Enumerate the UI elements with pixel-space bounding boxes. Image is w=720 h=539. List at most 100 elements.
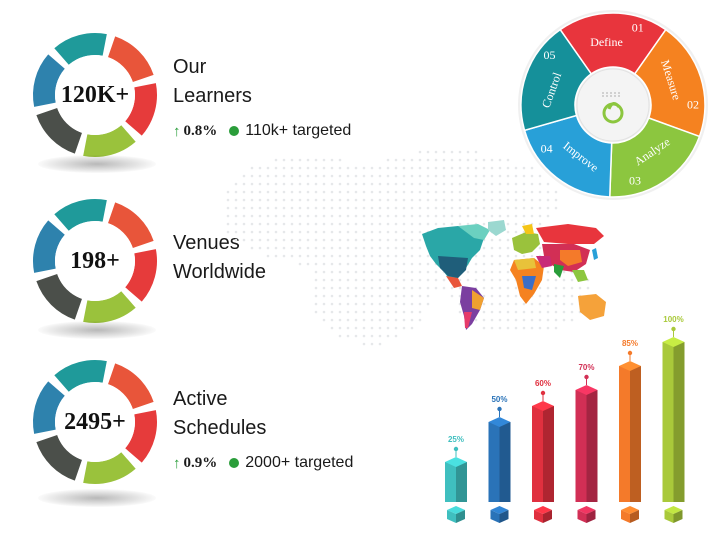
background-dot [258, 190, 262, 194]
background-dot [402, 278, 406, 282]
background-dot [466, 222, 470, 226]
background-dot [498, 278, 502, 282]
background-dot [274, 198, 278, 202]
background-dot [426, 206, 430, 210]
background-dot [570, 310, 574, 314]
bar-data-label: 50% [491, 395, 507, 404]
background-dot [458, 206, 462, 210]
background-dot [394, 278, 398, 282]
background-dot [586, 286, 590, 290]
background-dot [314, 166, 318, 170]
venues-ring: 198+ [30, 196, 160, 326]
background-dot [282, 166, 286, 170]
background-dot [442, 158, 446, 162]
background-dot [378, 190, 382, 194]
background-dot [242, 230, 246, 234]
background-dot [370, 214, 374, 218]
logo-dot [610, 95, 612, 97]
background-dot [458, 158, 462, 162]
background-dot [362, 270, 366, 274]
background-dot [546, 286, 550, 290]
background-dot [482, 174, 486, 178]
background-dot [354, 310, 358, 314]
background-dot [514, 182, 518, 186]
background-dot [370, 230, 374, 234]
background-dot [450, 174, 454, 178]
background-dot [274, 254, 278, 258]
background-dot [426, 214, 430, 218]
background-dot [514, 310, 518, 314]
background-dot [490, 182, 494, 186]
background-dot [410, 278, 414, 282]
map-argentina [464, 312, 472, 328]
ring-shadow [38, 155, 156, 173]
background-dot [386, 174, 390, 178]
background-dot [418, 182, 422, 186]
background-dot [450, 286, 454, 290]
background-dot [338, 166, 342, 170]
background-dot [498, 182, 502, 186]
background-dot [418, 222, 422, 226]
background-dot [378, 206, 382, 210]
background-dot [226, 190, 230, 194]
wheel-segment-define [559, 12, 667, 75]
background-dot [290, 246, 294, 250]
ring-segment [36, 274, 82, 320]
background-dot [306, 190, 310, 194]
background-dot [258, 198, 262, 202]
background-dot [386, 270, 390, 274]
background-dot [330, 262, 334, 266]
background-dot [418, 294, 422, 298]
background-dot [370, 166, 374, 170]
background-dot [370, 262, 374, 266]
background-dot [330, 278, 334, 282]
background-dot [482, 326, 486, 330]
background-dot [490, 254, 494, 258]
background-dot [362, 318, 366, 322]
background-dot [258, 166, 262, 170]
green-dot-icon [229, 458, 240, 468]
background-dot [266, 198, 270, 202]
background-dot [434, 190, 438, 194]
background-dot [234, 222, 238, 226]
bar-top [575, 385, 598, 395]
background-dot [498, 310, 502, 314]
bar-front-left [445, 462, 456, 502]
background-dot [394, 190, 398, 194]
background-dot [394, 310, 398, 314]
background-dot [370, 174, 374, 178]
background-dot [410, 254, 414, 258]
background-dot [514, 174, 518, 178]
background-dot [290, 214, 294, 218]
background-dot [330, 238, 334, 242]
background-dot [362, 310, 366, 314]
ring-segment [83, 452, 136, 484]
background-dot [378, 294, 382, 298]
background-dot [402, 222, 406, 226]
background-dot [298, 230, 302, 234]
background-dot [490, 270, 494, 274]
background-dot [290, 174, 294, 178]
background-dot [402, 238, 406, 242]
background-dot [418, 262, 422, 266]
base-cube-left [577, 510, 587, 523]
background-dot [394, 206, 398, 210]
background-dot [322, 182, 326, 186]
background-dot [402, 254, 406, 258]
background-dot [354, 270, 358, 274]
background-dot [346, 318, 350, 322]
venues-title: Venues Worldwide [173, 232, 266, 283]
background-dot [498, 238, 502, 242]
background-dot [450, 222, 454, 226]
background-dot [282, 230, 286, 234]
background-dot [474, 270, 478, 274]
ring-segment [125, 83, 157, 136]
background-dot [226, 198, 230, 202]
background-dot [290, 206, 294, 210]
background-dot [530, 206, 534, 210]
background-dot [322, 278, 326, 282]
background-dot [250, 206, 254, 210]
background-dot [474, 190, 478, 194]
background-dot [482, 198, 486, 202]
background-dot [282, 206, 286, 210]
